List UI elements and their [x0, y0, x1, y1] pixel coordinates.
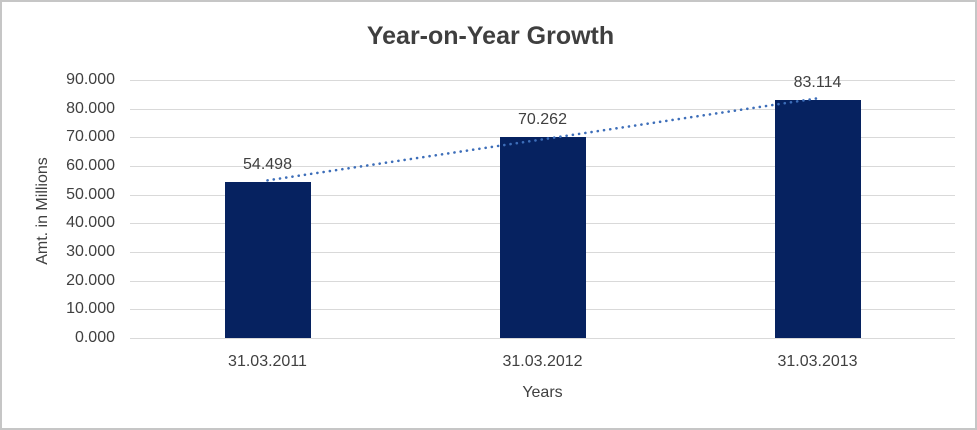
- data-label: 54.498: [243, 155, 292, 173]
- bar-31.03.2012: [499, 136, 586, 338]
- gridline: [130, 108, 955, 110]
- y-axis-tick-label: 80.000: [66, 99, 115, 117]
- bar-31.03.2011: [224, 181, 311, 338]
- chart-title: Year-on-Year Growth: [366, 22, 615, 50]
- trendline-layer: [266, 97, 819, 182]
- x-axis-tick-label: 31.03.2011: [228, 353, 307, 370]
- y-axis-tick-label: 30.000: [66, 243, 115, 260]
- y-axis-tick-label: 90.000: [66, 71, 115, 88]
- y-axis-tick-label: 0.000: [74, 329, 115, 346]
- linear-trendline: [266, 97, 819, 182]
- y-axis-tick-label: 40.000: [66, 214, 115, 232]
- gridline: [130, 338, 955, 339]
- gridline: [130, 80, 955, 81]
- plot-area: 54.498 70.262 83.114: [130, 74, 955, 339]
- data-label: 83.114: [793, 73, 842, 91]
- y-axis-tick-label: 60.000: [66, 157, 115, 174]
- y-axis-tick-label: 20.000: [66, 271, 115, 289]
- data-label: 70.262: [518, 110, 567, 128]
- bar-31.03.2013: [774, 99, 861, 338]
- x-axis-title: Years: [522, 384, 563, 401]
- y-axis-tick-label: 10.000: [66, 300, 115, 318]
- y-axis-tick-label: 70.000: [66, 128, 115, 146]
- x-axis-tick-label: 31.03.2012: [502, 353, 583, 370]
- y-axis-tick-label: 50.000: [66, 185, 115, 203]
- x-axis-tick-label: 31.03.2013: [777, 353, 858, 370]
